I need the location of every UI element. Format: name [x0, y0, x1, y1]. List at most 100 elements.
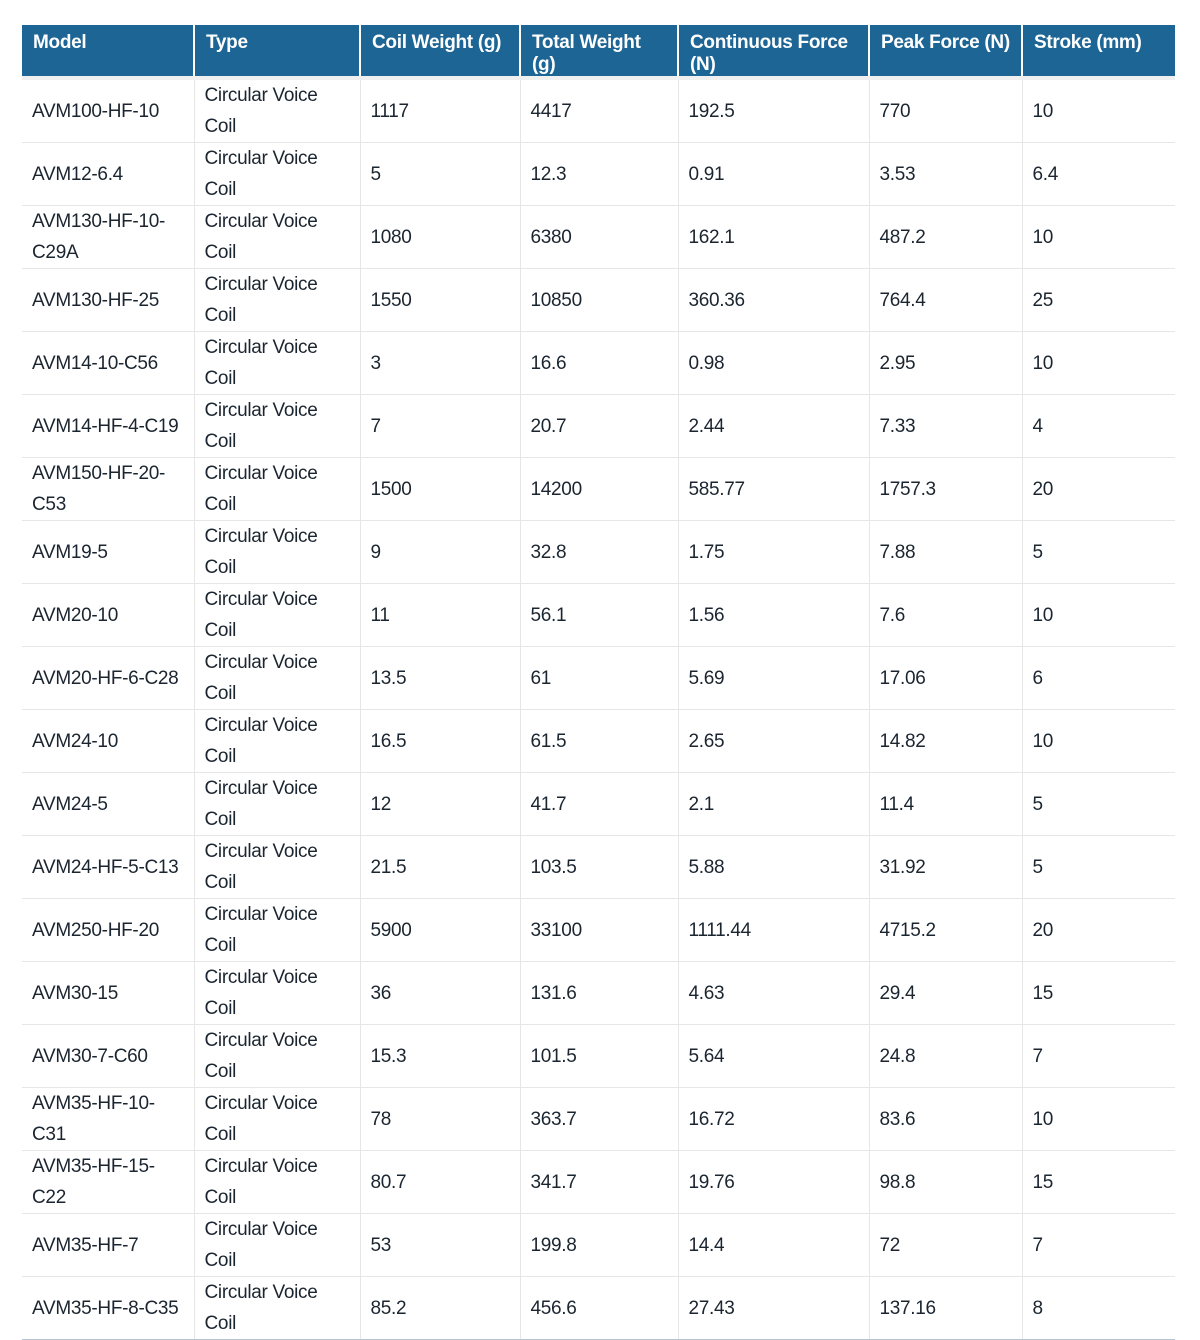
total-weight-cell: 456.6 — [519, 1276, 678, 1340]
total-weight-cell: 341.7 — [519, 1150, 678, 1214]
table-row: AVM130-HF-25 Circular Voice Coil 1550 10850… — [22, 268, 1175, 332]
coil-weight-cell: 1117 — [359, 78, 520, 143]
table-row: AVM14-HF-4-C19 Circular Voice Coil 7 20.7 2.… — [22, 394, 1175, 458]
stroke-cell: 15 — [1021, 1150, 1175, 1214]
type-cell: Circular Voice Coil — [193, 646, 360, 710]
model-cell: AVM35-HF-7 — [22, 1213, 194, 1277]
stroke-cell: 7 — [1021, 1024, 1175, 1088]
peak-force-cell: 72 — [868, 1213, 1022, 1277]
total-weight-cell: 103.5 — [519, 835, 678, 899]
table-row: AVM24-5 Circular Voice Coil 12 41.7 2.1 11.4 5 — [22, 772, 1175, 836]
peak-force-cell: 137.16 — [868, 1276, 1022, 1340]
coil-weight-cell: 1500 — [359, 457, 520, 521]
type-cell: Circular Voice Coil — [193, 961, 360, 1025]
type-cell: Circular Voice Coil — [193, 268, 360, 332]
coil-weight-cell: 21.5 — [359, 835, 520, 899]
continuous-force-cell: 5.64 — [677, 1024, 869, 1088]
type-cell: Circular Voice Coil — [193, 331, 360, 395]
type-cell: Circular Voice Coil — [193, 1276, 360, 1340]
type-cell: Circular Voice Coil — [193, 835, 360, 899]
stroke-cell: 7 — [1021, 1213, 1175, 1277]
continuous-force-cell: 1.56 — [677, 583, 869, 647]
table-body: AVM100-HF-10 Circular Voice Coil 1117 4417 1… — [22, 78, 1175, 1340]
model-cell: AVM130-HF-10-C29A — [22, 205, 194, 269]
type-cell: Circular Voice Coil — [193, 1087, 360, 1151]
table-row: AVM35-HF-7 Circular Voice Coil 53 199.8 14.4… — [22, 1213, 1175, 1277]
type-cell: Circular Voice Coil — [193, 709, 360, 773]
continuous-force-cell: 0.91 — [677, 142, 869, 206]
header-peak-force: Peak Force (N) — [868, 25, 1022, 80]
peak-force-cell: 17.06 — [868, 646, 1022, 710]
model-cell: AVM150-HF-20-C53 — [22, 457, 194, 521]
coil-weight-cell: 16.5 — [359, 709, 520, 773]
stroke-cell: 10 — [1021, 583, 1175, 647]
peak-force-cell: 1757.3 — [868, 457, 1022, 521]
model-cell: AVM35-HF-10-C31 — [22, 1087, 194, 1151]
type-cell: Circular Voice Coil — [193, 898, 360, 962]
peak-force-cell: 770 — [868, 78, 1022, 143]
peak-force-cell: 29.4 — [868, 961, 1022, 1025]
model-cell: AVM100-HF-10 — [22, 78, 194, 143]
model-cell: AVM35-HF-8-C35 — [22, 1276, 194, 1340]
continuous-force-cell: 1.75 — [677, 520, 869, 584]
type-cell: Circular Voice Coil — [193, 78, 360, 143]
coil-weight-cell: 9 — [359, 520, 520, 584]
model-cell: AVM30-15 — [22, 961, 194, 1025]
stroke-cell: 5 — [1021, 772, 1175, 836]
model-cell: AVM19-5 — [22, 520, 194, 584]
total-weight-cell: 12.3 — [519, 142, 678, 206]
total-weight-cell: 199.8 — [519, 1213, 678, 1277]
continuous-force-cell: 2.65 — [677, 709, 869, 773]
peak-force-cell: 7.6 — [868, 583, 1022, 647]
table-row: AVM19-5 Circular Voice Coil 9 32.8 1.75 7.88 5 — [22, 520, 1175, 584]
type-cell: Circular Voice Coil — [193, 142, 360, 206]
peak-force-cell: 24.8 — [868, 1024, 1022, 1088]
peak-force-cell: 764.4 — [868, 268, 1022, 332]
stroke-cell: 10 — [1021, 1087, 1175, 1151]
total-weight-cell: 61.5 — [519, 709, 678, 773]
table-row: AVM150-HF-20-C53 Circular Voice Coil 1500 1… — [22, 457, 1175, 521]
peak-force-cell: 4715.2 — [868, 898, 1022, 962]
total-weight-cell: 14200 — [519, 457, 678, 521]
continuous-force-cell: 192.5 — [677, 78, 869, 143]
table-row: AVM12-6.4 Circular Voice Coil 5 12.3 0.91 3.5… — [22, 142, 1175, 206]
type-cell: Circular Voice Coil — [193, 457, 360, 521]
table-row: AVM35-HF-8-C35 Circular Voice Coil 85.2 456… — [22, 1276, 1175, 1340]
table-row: AVM100-HF-10 Circular Voice Coil 1117 4417 1… — [22, 78, 1175, 143]
type-cell: Circular Voice Coil — [193, 205, 360, 269]
continuous-force-cell: 5.69 — [677, 646, 869, 710]
continuous-force-cell: 19.76 — [677, 1150, 869, 1214]
coil-weight-cell: 13.5 — [359, 646, 520, 710]
coil-weight-cell: 78 — [359, 1087, 520, 1151]
total-weight-cell: 20.7 — [519, 394, 678, 458]
total-weight-cell: 101.5 — [519, 1024, 678, 1088]
table-row: AVM30-15 Circular Voice Coil 36 131.6 4.63 29… — [22, 961, 1175, 1025]
continuous-force-cell: 0.98 — [677, 331, 869, 395]
stroke-cell: 4 — [1021, 394, 1175, 458]
model-cell: AVM130-HF-25 — [22, 268, 194, 332]
peak-force-cell: 487.2 — [868, 205, 1022, 269]
peak-force-cell: 2.95 — [868, 331, 1022, 395]
total-weight-cell: 16.6 — [519, 331, 678, 395]
stroke-cell: 10 — [1021, 205, 1175, 269]
type-cell: Circular Voice Coil — [193, 520, 360, 584]
total-weight-cell: 32.8 — [519, 520, 678, 584]
continuous-force-cell: 14.4 — [677, 1213, 869, 1277]
stroke-cell: 10 — [1021, 78, 1175, 143]
continuous-force-cell: 162.1 — [677, 205, 869, 269]
coil-weight-cell: 11 — [359, 583, 520, 647]
header-total-weight: Total Weight (g) — [519, 25, 678, 80]
total-weight-cell: 33100 — [519, 898, 678, 962]
peak-force-cell: 7.33 — [868, 394, 1022, 458]
header-row: Model Type Coil Weight (g) Total Weight … — [22, 25, 1175, 80]
model-cell: AVM20-10 — [22, 583, 194, 647]
model-cell: AVM12-6.4 — [22, 142, 194, 206]
voice-coil-specs-table: Model Type Coil Weight (g) Total Weight … — [22, 25, 1175, 1340]
model-cell: AVM30-7-C60 — [22, 1024, 194, 1088]
type-cell: Circular Voice Coil — [193, 772, 360, 836]
continuous-force-cell: 1111.44 — [677, 898, 869, 962]
stroke-cell: 5 — [1021, 835, 1175, 899]
total-weight-cell: 10850 — [519, 268, 678, 332]
continuous-force-cell: 16.72 — [677, 1087, 869, 1151]
type-cell: Circular Voice Coil — [193, 394, 360, 458]
